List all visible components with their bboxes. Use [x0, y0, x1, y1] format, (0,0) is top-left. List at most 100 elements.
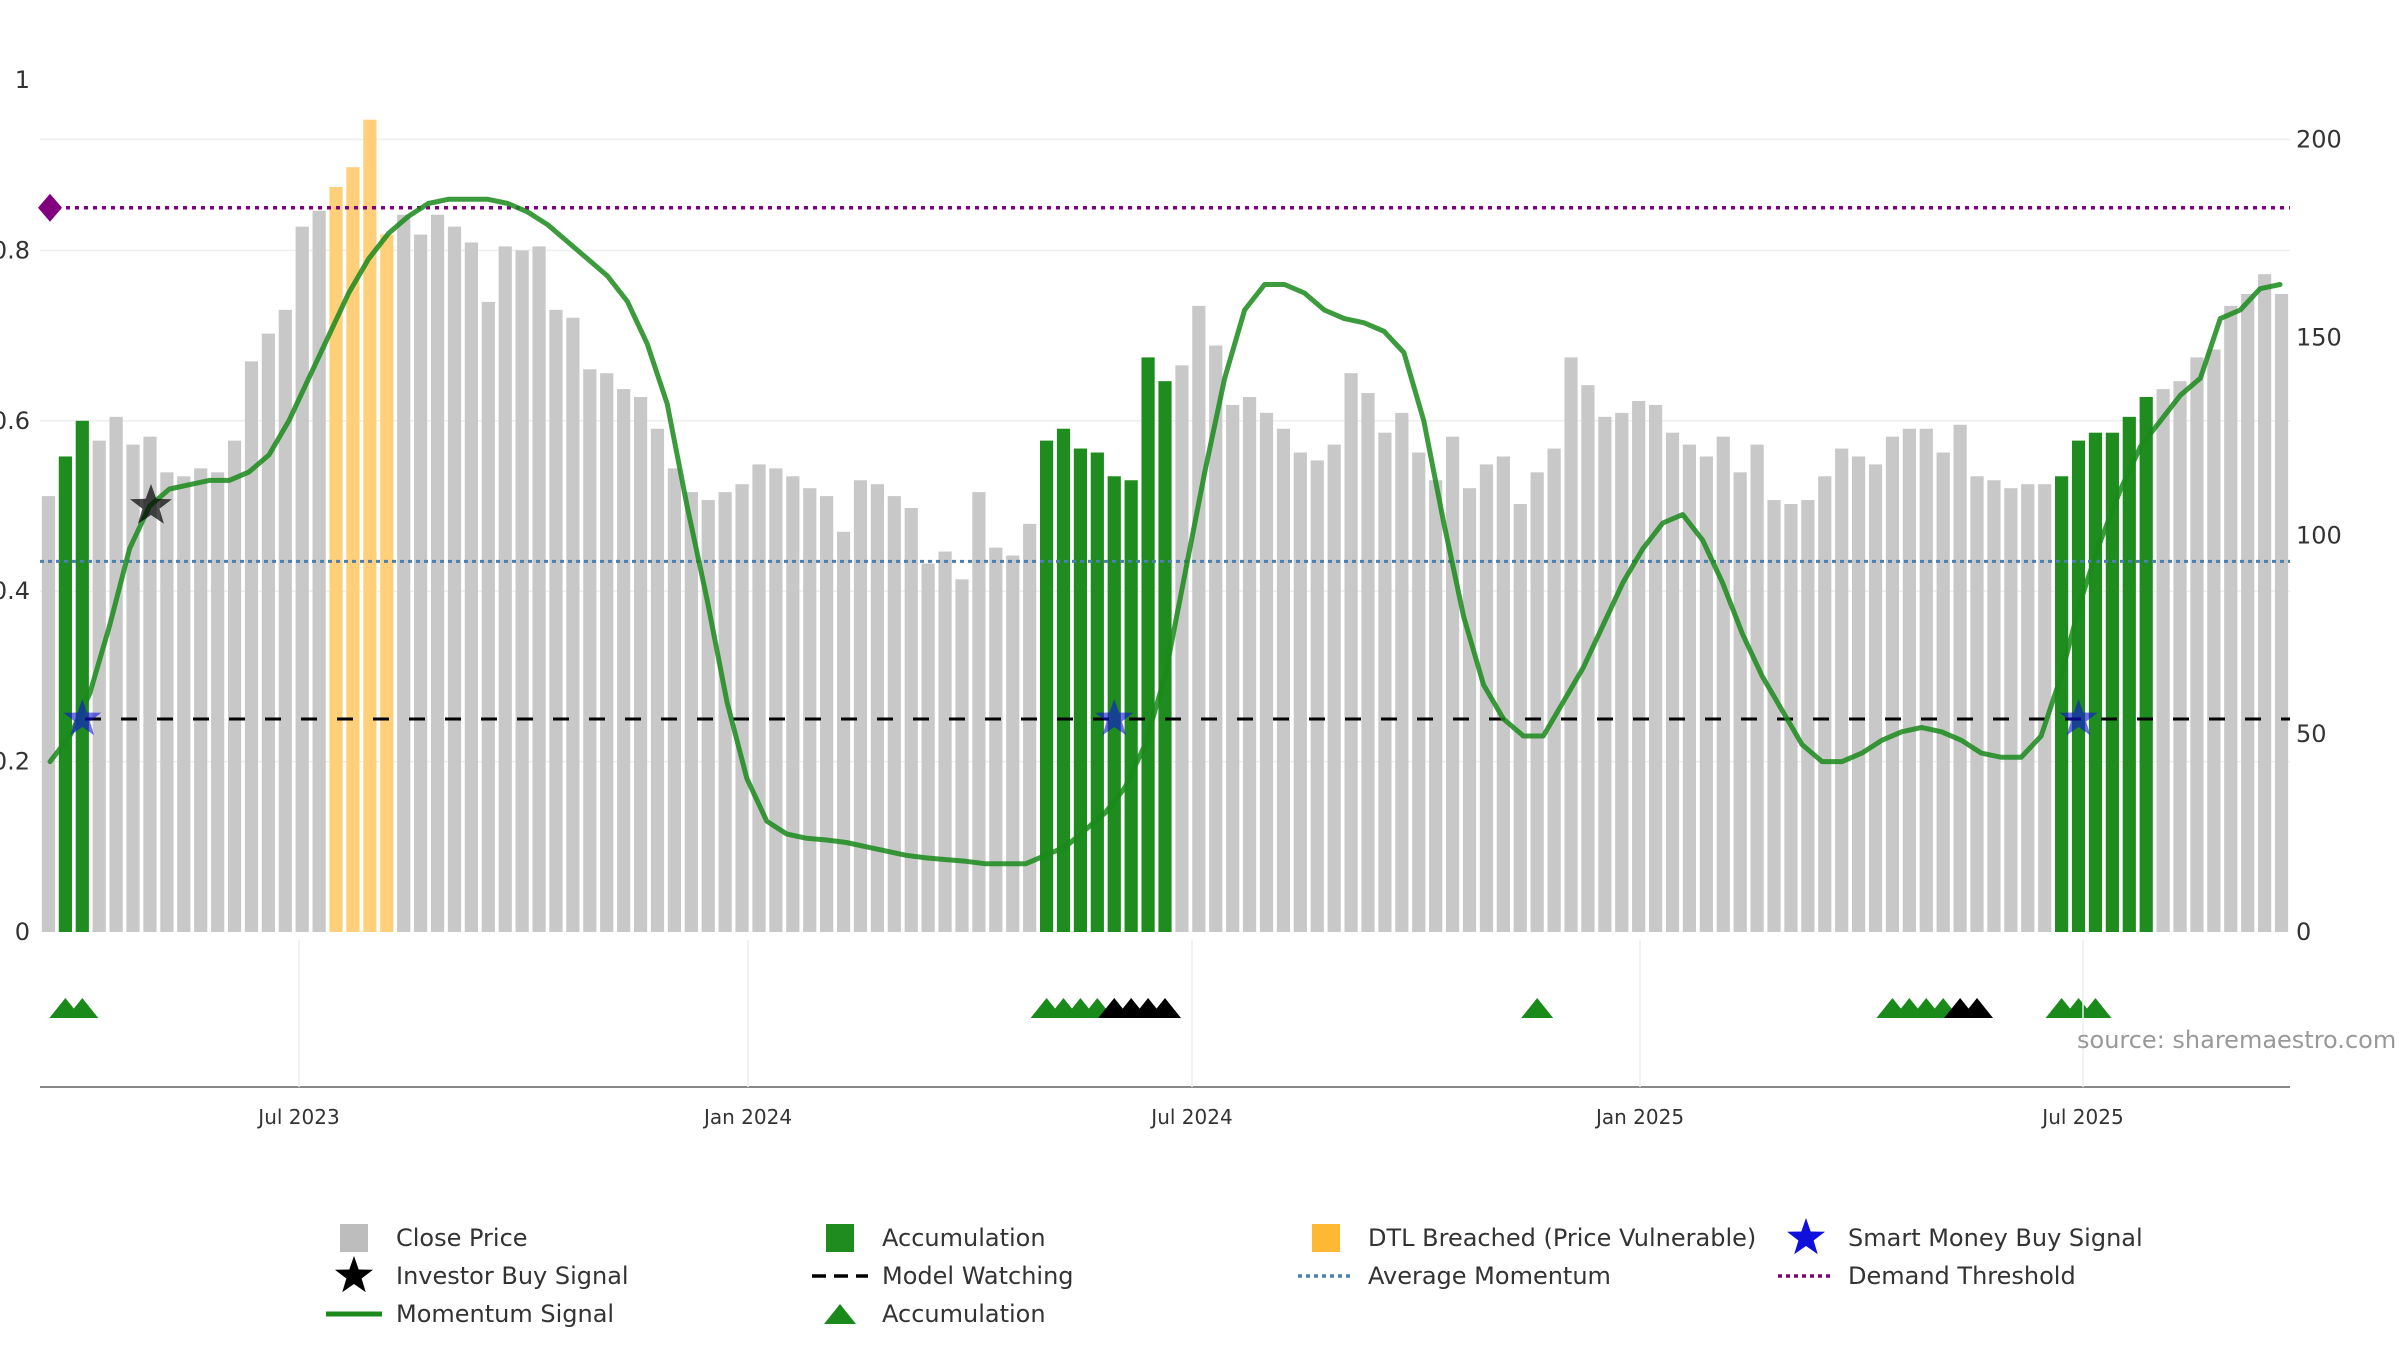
price-bar [1158, 381, 1172, 932]
price-bar [1293, 452, 1307, 932]
price-bar [227, 440, 242, 932]
smart-money-star-icon [2059, 699, 2098, 736]
price-bar [1632, 400, 1646, 932]
price-bar [1801, 500, 1815, 932]
price-bar [329, 186, 343, 932]
accumulation-triangle-icon [66, 998, 99, 1018]
price-bar [1564, 357, 1578, 932]
price-bar [1242, 397, 1257, 932]
legend-label: Momentum Signal [396, 1300, 614, 1328]
price-bar [2122, 416, 2136, 932]
price-bar [515, 250, 529, 932]
legend-label: Accumulation [882, 1300, 1046, 1328]
price-bar [853, 480, 868, 932]
price-bar [701, 500, 715, 932]
legend-item-acc_tri: Accumulation [824, 1300, 1046, 1328]
price-bar [2207, 349, 2221, 933]
legend-item-close: Close Price [340, 1224, 528, 1252]
price-bar [1175, 365, 1189, 932]
legend-item-watching: Model Watching [812, 1262, 1074, 1290]
x-tick-label: Jan 2025 [1594, 1105, 1684, 1129]
investor-star-icon [130, 484, 172, 524]
reference-lines [38, 193, 2290, 721]
price-bar [1344, 373, 1358, 932]
legend-label: Demand Threshold [1848, 1262, 2076, 1290]
legend-label: Close Price [396, 1224, 528, 1252]
price-bar [1598, 416, 1612, 932]
price-bar [1056, 428, 1071, 932]
price-bar [447, 226, 462, 932]
price-bar [1023, 523, 1037, 932]
price-bar [1496, 456, 1510, 932]
price-bar [820, 496, 834, 932]
price-bar [1547, 448, 1561, 932]
price-bar [650, 428, 665, 932]
price-bar [1090, 452, 1104, 932]
demand-threshold-marker [38, 193, 62, 222]
price-bar [2004, 488, 2018, 932]
price-bar [1513, 504, 1527, 932]
price-bars [41, 119, 2289, 933]
x-tick-label: Jul 2025 [2040, 1105, 2123, 1129]
x-axis: Jul 2023 Jan 2024 Jul 2024 Jan 2025 Jul 2025 [256, 940, 2124, 1129]
price-bar [1649, 404, 1663, 932]
source-note: source: sharemaestro.com [2077, 1026, 2396, 1054]
price-bar [464, 242, 478, 932]
price-bar [549, 309, 563, 932]
price-bar [1124, 480, 1138, 932]
price-bar [1209, 345, 1223, 933]
price-bar [481, 301, 495, 933]
right-tick-label: 200 [2296, 125, 2342, 153]
price-bar [2055, 476, 2069, 932]
price-bar [1412, 452, 1426, 932]
price-bar [177, 476, 191, 932]
price-bar [2173, 381, 2187, 932]
price-bar [244, 361, 259, 932]
price-bar [1310, 460, 1324, 932]
legend-label: DTL Breached (Price Vulnerable) [1368, 1224, 1756, 1252]
right-tick-label: 0 [2296, 918, 2311, 946]
price-bar [430, 214, 445, 933]
legend-item-avg: Average Momentum [1298, 1262, 1611, 1290]
price-bar [498, 246, 512, 933]
price-bar [1039, 440, 1054, 932]
price-bar [1462, 488, 1477, 932]
price-bar [667, 468, 681, 932]
price-bar [955, 579, 969, 932]
legend-star-icon [1787, 1218, 1825, 1255]
legend-star-icon [335, 1256, 373, 1293]
right-axis: 0 50 100 150 200 [2296, 125, 2342, 946]
price-bar [1987, 480, 2001, 932]
legend-item-investor: Investor Buy Signal [335, 1256, 629, 1293]
legend-label: Average Momentum [1368, 1262, 1611, 1290]
price-bar [126, 444, 140, 932]
accumulation-triangle-icon [1961, 998, 1994, 1018]
legend-item-acc_bar: Accumulation [826, 1224, 1046, 1252]
price-bar [2224, 305, 2238, 933]
price-bar [600, 373, 614, 932]
left-tick-label: 0.8 [0, 236, 30, 264]
price-bar [2156, 389, 2170, 933]
price-bar [1361, 393, 1375, 933]
legend-item-smart: Smart Money Buy Signal [1787, 1218, 2143, 1255]
legend-label: Accumulation [882, 1224, 1046, 1252]
price-bar [1615, 412, 1629, 933]
price-bar [261, 333, 275, 932]
price-bar [1276, 428, 1291, 932]
accumulation-panel [40, 998, 2290, 1088]
momentum-signal-path [47, 196, 2283, 867]
price-bar [1868, 464, 1883, 932]
price-bar [1445, 436, 1460, 932]
price-bar [1378, 432, 1392, 932]
price-bar [1192, 305, 1206, 933]
legend-swatch-square [1312, 1224, 1340, 1252]
price-bar [2021, 484, 2035, 932]
left-axis: 0 0.2 0.4 0.6 0.8 1 [0, 66, 30, 946]
price-bar [295, 226, 309, 932]
accumulation-triangle-icon [2079, 998, 2112, 1018]
price-bar [870, 484, 885, 932]
price-bar [397, 214, 411, 933]
price-bar [1429, 480, 1443, 932]
price-bar [211, 472, 225, 932]
price-bar [1818, 476, 1832, 932]
